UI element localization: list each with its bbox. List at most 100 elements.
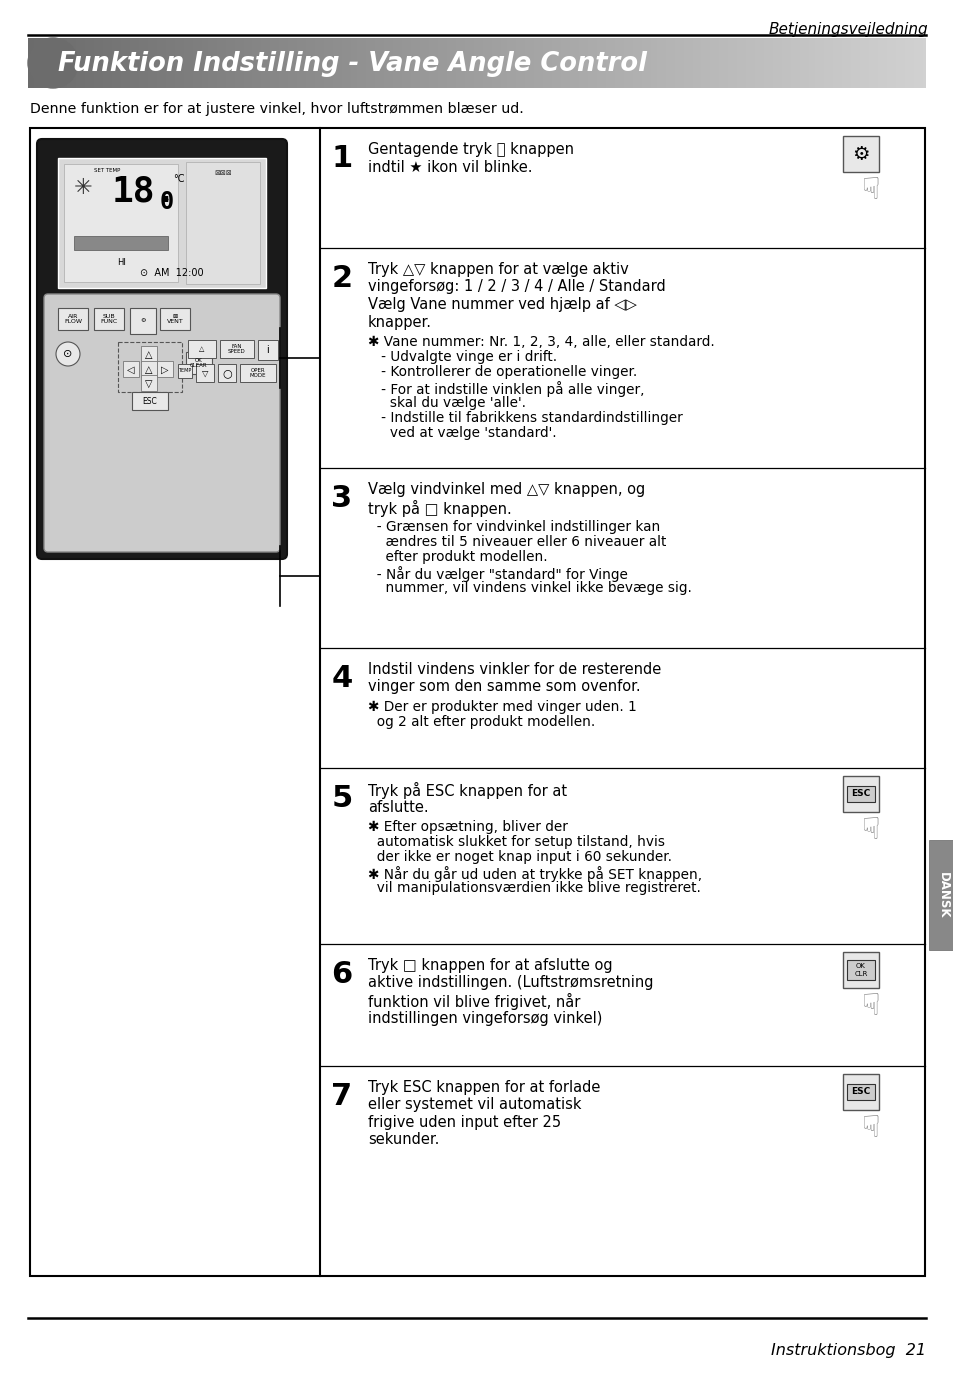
Bar [186, 162, 260, 284]
Text: ▷: ▷ [161, 365, 169, 375]
Bar [220, 340, 253, 358]
Text: 4: 4 [331, 664, 353, 693]
Text: 5: 5 [331, 784, 353, 813]
Bar [846, 960, 874, 980]
Text: Betjeningsvejledning: Betjeningsvejledning [767, 22, 927, 36]
Text: 2: 2 [331, 265, 353, 293]
Text: △: △ [145, 350, 152, 360]
Text: Funktion Indstilling - Vane Angle Control: Funktion Indstilling - Vane Angle Contro… [58, 50, 646, 77]
Text: DANSK: DANSK [936, 872, 948, 918]
Bar [928, 840, 953, 951]
Bar [178, 364, 192, 378]
Text: der ikke er noget knap input i 60 sekunder.: der ikke er noget knap input i 60 sekund… [368, 850, 671, 864]
Text: ⊙  AM  12:00: ⊙ AM 12:00 [140, 267, 204, 279]
Text: Tryk på ESC knappen for at: Tryk på ESC knappen for at [368, 783, 566, 799]
Text: ✱ Efter opsætning, bliver der: ✱ Efter opsætning, bliver der [368, 820, 567, 834]
Bar [842, 776, 878, 812]
Text: og 2 alt efter produkt modellen.: og 2 alt efter produkt modellen. [368, 715, 595, 729]
Bar [130, 308, 156, 335]
Text: - Grænsen for vindvinkel indstillinger kan: - Grænsen for vindvinkel indstillinger k… [368, 519, 659, 533]
Text: Tryk □ knappen for at afslutte og: Tryk □ knappen for at afslutte og [368, 958, 612, 973]
Bar [257, 340, 277, 360]
Text: frigive uden input efter 25: frigive uden input efter 25 [368, 1114, 560, 1130]
Text: i: i [266, 344, 269, 356]
Circle shape [28, 38, 78, 88]
Bar [141, 361, 157, 377]
Text: HI: HI [116, 258, 126, 267]
Bar [195, 364, 213, 382]
Text: Tryk △▽ knappen for at vælge aktiv: Tryk △▽ knappen for at vælge aktiv [368, 262, 628, 277]
Bar [141, 375, 157, 391]
Text: ⊙: ⊙ [63, 349, 72, 358]
Text: ✱ Der er produkter med vinger uden. 1: ✱ Der er produkter med vinger uden. 1 [368, 700, 636, 714]
Text: SUB
FUNC: SUB FUNC [100, 314, 117, 325]
Bar [160, 308, 190, 330]
Text: sekunder.: sekunder. [368, 1133, 439, 1148]
Text: ◁: ◁ [127, 365, 134, 375]
Text: ✳: ✳ [74, 178, 92, 197]
Text: 3: 3 [331, 484, 353, 512]
Text: vinger som den samme som ovenfor.: vinger som den samme som ovenfor. [368, 679, 640, 694]
Text: - For at indstille vinklen på alle vinger,: - For at indstille vinklen på alle vinge… [368, 381, 644, 396]
Bar [58, 158, 266, 288]
Text: indstillingen vingeforsøg vinkel): indstillingen vingeforsøg vinkel) [368, 1011, 601, 1025]
Bar [188, 340, 215, 358]
Text: knapper.: knapper. [368, 315, 432, 329]
Text: OK
CLEAR: OK CLEAR [190, 357, 208, 368]
Text: ☟: ☟ [861, 176, 880, 204]
Text: △: △ [145, 365, 152, 375]
Bar [842, 1074, 878, 1110]
Bar [30, 127, 924, 1275]
Bar [123, 361, 139, 377]
Text: Indstil vindens vinkler for de resterende: Indstil vindens vinkler for de resterend… [368, 662, 660, 678]
Bar [240, 364, 275, 382]
Text: ved at vælge 'standard'.: ved at vælge 'standard'. [368, 426, 556, 440]
Text: ⊠
VENT: ⊠ VENT [167, 314, 183, 325]
Bar [842, 952, 878, 988]
Text: Instruktionsbog  21: Instruktionsbog 21 [770, 1343, 925, 1358]
Bar [30, 127, 319, 1275]
Bar [186, 351, 212, 374]
Text: ✱ Vane nummer: Nr. 1, 2, 3, 4, alle, eller standard.: ✱ Vane nummer: Nr. 1, 2, 3, 4, alle, ell… [368, 335, 714, 349]
Text: ✱ Når du går ud uden at trykke på SET knappen,: ✱ Når du går ud uden at trykke på SET kn… [368, 865, 701, 882]
Bar [846, 785, 874, 802]
Text: FAN
SPEED: FAN SPEED [228, 343, 246, 354]
Bar [218, 364, 235, 382]
Text: 1: 1 [331, 144, 353, 174]
FancyBboxPatch shape [44, 294, 280, 552]
Bar [94, 308, 124, 330]
Bar [74, 237, 169, 251]
Text: 6: 6 [331, 960, 353, 988]
Text: 0: 0 [160, 190, 174, 214]
Text: 18.: 18. [112, 174, 177, 209]
Text: Tryk ESC knappen for at forlade: Tryk ESC knappen for at forlade [368, 1079, 599, 1095]
Text: ▽: ▽ [145, 379, 152, 389]
Text: funktion vil blive frigivet, når: funktion vil blive frigivet, når [368, 993, 579, 1009]
Bar [925, 38, 935, 88]
Text: eller systemet vil automatisk: eller systemet vil automatisk [368, 1098, 581, 1113]
Text: skal du vælge 'alle'.: skal du vælge 'alle'. [368, 396, 525, 410]
Bar [141, 346, 157, 363]
Text: ESC: ESC [850, 1088, 870, 1096]
Text: ⊠⊠⊠: ⊠⊠⊠ [214, 169, 232, 176]
Text: ESC: ESC [143, 396, 157, 406]
Text: tryk på □ knappen.: tryk på □ knappen. [368, 500, 511, 517]
Text: ⚙: ⚙ [851, 144, 869, 164]
Text: ændres til 5 niveauer eller 6 niveauer alt: ændres til 5 niveauer eller 6 niveauer a… [368, 535, 666, 549]
Bar [846, 1084, 874, 1100]
Text: automatisk slukket for setup tilstand, hvis: automatisk slukket for setup tilstand, h… [368, 836, 664, 850]
Text: vingeforsøg: 1 / 2 / 3 / 4 / Alle / Standard: vingeforsøg: 1 / 2 / 3 / 4 / Alle / Stan… [368, 280, 665, 294]
Text: SET TEMP: SET TEMP [94, 168, 120, 174]
Text: ▽: ▽ [201, 368, 208, 378]
Text: Vælg vindvinkel med △▽ knappen, og: Vælg vindvinkel med △▽ knappen, og [368, 482, 644, 497]
Text: AIR
FLOW: AIR FLOW [64, 314, 82, 325]
Text: ⚙: ⚙ [140, 319, 146, 323]
Text: vil manipulationsværdien ikke blive registreret.: vil manipulationsværdien ikke blive regi… [368, 881, 700, 895]
Text: Vælg Vane nummer ved hjælp af ◁▷: Vælg Vane nummer ved hjælp af ◁▷ [368, 297, 637, 312]
Text: TEMP: TEMP [178, 368, 192, 374]
Text: OK
CLR: OK CLR [854, 963, 867, 977]
Text: efter produkt modellen.: efter produkt modellen. [368, 550, 547, 564]
Bar [64, 164, 178, 281]
FancyBboxPatch shape [37, 139, 287, 559]
Text: - Udvalgte vinge er i drift.: - Udvalgte vinge er i drift. [368, 350, 557, 364]
